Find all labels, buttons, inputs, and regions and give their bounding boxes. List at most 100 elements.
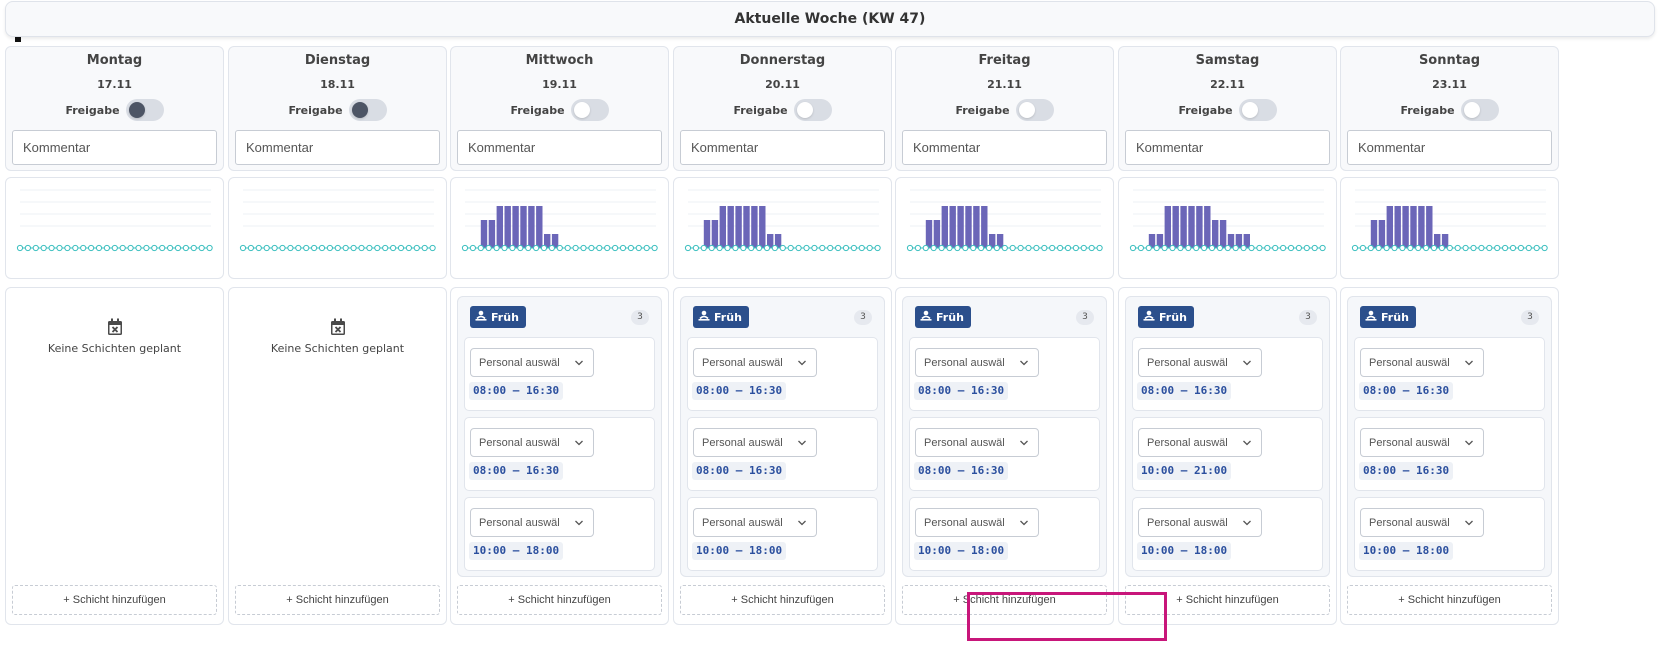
staff-select[interactable]: Personal auswäl (693, 428, 817, 457)
comment-input[interactable] (902, 130, 1107, 165)
slot-time[interactable]: 10:00 – 18:00 (1359, 542, 1454, 560)
shift-slot: Personal auswäl 08:00 – 16:30 (1354, 417, 1545, 491)
comment-input[interactable] (235, 130, 440, 165)
staff-select[interactable]: Personal auswäl (470, 508, 594, 537)
shift-badge[interactable]: Früh (915, 306, 971, 328)
chart-point (1256, 244, 1263, 252)
chart-point (1201, 244, 1208, 252)
shift-badge[interactable]: Früh (693, 306, 749, 328)
chart-point (1438, 244, 1446, 252)
slot-time[interactable]: 08:00 – 16:30 (914, 462, 1009, 480)
slot-time[interactable]: 08:00 – 16:30 (469, 382, 564, 400)
chart-point (303, 244, 310, 252)
chart-point (819, 244, 826, 252)
comment-input[interactable] (12, 130, 217, 165)
staff-select[interactable]: Personal auswäl (915, 348, 1039, 377)
add-shift-button[interactable]: + Schicht hinzufügen (12, 585, 217, 615)
chart-point (1057, 244, 1064, 252)
chart-point (103, 244, 111, 252)
staffing-bar (1394, 206, 1401, 248)
staffing-chart-svg (16, 189, 213, 252)
slot-time[interactable]: 08:00 – 16:30 (914, 382, 1009, 400)
add-shift-button[interactable]: + Schicht hinzufügen (457, 585, 662, 615)
chart-point (1470, 244, 1477, 252)
staff-select[interactable]: Personal auswäl (693, 508, 817, 537)
slot-time[interactable]: 08:00 – 16:30 (1137, 382, 1232, 400)
shift-name: Früh (1381, 310, 1409, 324)
staff-select[interactable]: Personal auswäl (1138, 348, 1262, 377)
day-info-card: Mittwoch 19.11 Freigabe (450, 46, 669, 171)
slot-time[interactable]: 08:00 – 16:30 (692, 462, 787, 480)
slot-time[interactable]: 10:00 – 18:00 (692, 542, 787, 560)
staff-select[interactable]: Personal auswäl (1360, 348, 1484, 377)
chart-point (580, 244, 587, 252)
staff-select[interactable]: Personal auswäl (470, 348, 594, 377)
chart-point (748, 244, 755, 252)
staff-select[interactable]: Personal auswäl (693, 348, 817, 377)
release-toggle[interactable] (1238, 99, 1277, 121)
shift-badge[interactable]: Früh (470, 306, 526, 328)
release-toggle[interactable] (1015, 99, 1054, 121)
chart-point (167, 244, 174, 252)
chart-point (651, 244, 658, 252)
shift-count: 3 (854, 310, 872, 325)
staff-select[interactable]: Personal auswäl (1360, 508, 1484, 537)
slot-time[interactable]: 10:00 – 18:00 (1137, 542, 1232, 560)
add-shift-button[interactable]: + Schicht hinzufügen (1347, 585, 1552, 615)
release-toggle[interactable] (1460, 99, 1499, 121)
chart-point (811, 244, 818, 252)
staffing-bar (1180, 206, 1187, 248)
chart-point (1375, 244, 1382, 252)
release-toggle[interactable] (570, 99, 609, 121)
slot-time[interactable]: 08:00 – 16:30 (469, 462, 564, 480)
staffing-bar (774, 234, 782, 248)
staff-select[interactable]: Personal auswäl (915, 508, 1039, 537)
chart-point (1072, 244, 1079, 252)
comment-input[interactable] (457, 130, 662, 165)
shift-badge[interactable]: Früh (1138, 306, 1194, 328)
slot-time[interactable]: 08:00 – 16:30 (1359, 462, 1454, 480)
slot-time[interactable]: 10:00 – 18:00 (469, 542, 564, 560)
slot-time[interactable]: 08:00 – 16:30 (692, 382, 787, 400)
chart-point (32, 244, 39, 252)
no-shifts-text: Keine Schichten geplant (47, 342, 182, 355)
staff-select[interactable]: Personal auswäl (1138, 508, 1262, 537)
add-shift-button[interactable]: + Schicht hinzufügen (1125, 585, 1330, 615)
chart-point (1025, 244, 1032, 252)
release-toggle[interactable] (348, 99, 387, 121)
person-icon (920, 310, 932, 324)
chart-point (930, 244, 937, 252)
slot-time[interactable]: 08:00 – 16:30 (1359, 382, 1454, 400)
add-shift-button[interactable]: + Schicht hinzufügen (680, 585, 885, 615)
toggle-knob (1018, 102, 1035, 118)
chart-point (771, 244, 779, 252)
staff-select[interactable]: Personal auswäl (915, 428, 1039, 457)
day-date: 20.11 (765, 78, 800, 91)
staffing-bar (528, 206, 535, 248)
chart-point (858, 244, 865, 252)
day-date: 21.11 (987, 78, 1022, 91)
shift-count: 3 (1521, 310, 1539, 325)
release-toggle[interactable] (793, 99, 832, 121)
slot-time[interactable]: 10:00 – 18:00 (914, 542, 1009, 560)
chart-point (1224, 244, 1231, 252)
chart-point (1240, 244, 1247, 252)
add-shift-button[interactable]: + Schicht hinzufügen (235, 585, 440, 615)
person-icon (698, 310, 710, 324)
staffing-chart (450, 177, 669, 279)
staffing-chart (5, 177, 224, 279)
chart-point (724, 244, 731, 252)
staff-select[interactable]: Personal auswäl (1138, 428, 1262, 457)
shift-badge[interactable]: Früh (1360, 306, 1416, 328)
comment-input[interactable] (1125, 130, 1330, 165)
add-shift-button[interactable]: + Schicht hinzufügen (902, 585, 1107, 615)
staff-select[interactable]: Personal auswäl (470, 428, 594, 457)
slot-time[interactable]: 10:00 – 21:00 (1137, 462, 1232, 480)
release-toggle[interactable] (125, 99, 164, 121)
comment-input[interactable] (680, 130, 885, 165)
chart-point (477, 244, 484, 252)
chart-point (1280, 244, 1287, 252)
comment-input[interactable] (1347, 130, 1552, 165)
release-label: Freigabe (733, 103, 788, 117)
staff-select[interactable]: Personal auswäl (1360, 428, 1484, 457)
